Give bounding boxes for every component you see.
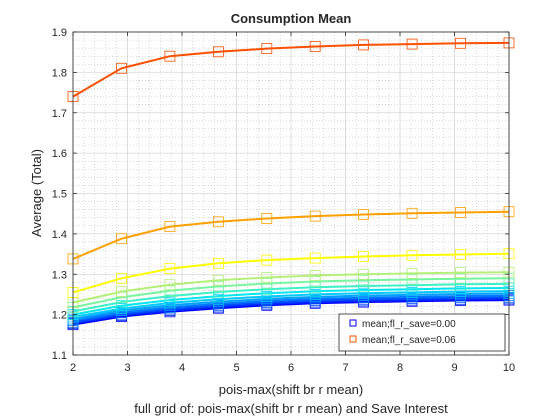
data-point-marker xyxy=(455,37,466,49)
y-axis-label: Average (Total) xyxy=(29,149,44,237)
x-tick-label: 4 xyxy=(179,362,185,374)
series-line-2 xyxy=(72,296,510,324)
data-point-marker xyxy=(212,274,224,286)
x-axis-label: pois-max(shift br r mean) xyxy=(219,382,363,397)
data-point-marker xyxy=(212,46,224,58)
series-line-12 xyxy=(72,41,510,98)
data-point-marker xyxy=(116,62,127,74)
x-tick-label: 9 xyxy=(451,362,457,374)
data-point-marker xyxy=(309,270,321,281)
chart-title: Consumption Mean xyxy=(231,11,352,26)
data-point-marker xyxy=(212,280,224,292)
data-point-marker xyxy=(455,267,466,279)
series-line-3 xyxy=(72,294,510,322)
y-tick-label: 1.4 xyxy=(52,229,67,241)
data-point-marker xyxy=(261,272,273,283)
series-line-10 xyxy=(72,252,510,294)
data-point-marker xyxy=(309,41,321,52)
data-point-marker xyxy=(309,210,321,222)
data-point-marker xyxy=(406,207,418,219)
data-point-marker xyxy=(358,39,370,51)
series-line-4 xyxy=(72,292,510,321)
data-point-marker xyxy=(164,221,176,233)
data-point-marker xyxy=(358,268,370,280)
x-tick-label: 2 xyxy=(70,362,76,374)
tick-layer: 2 3 4 5 6 7 8 9 10 1.1 1.2 1.3 1.4 1.5 1.6 1.7 1.8 1.9 xyxy=(52,27,515,374)
data-point-marker xyxy=(164,279,176,291)
data-point-marker xyxy=(212,257,224,269)
legend-box xyxy=(338,313,506,352)
series-line-7 xyxy=(72,282,510,313)
data-point-marker xyxy=(261,213,273,224)
legend: mean;fl_r_save=0.00 mean;fl_r_save=0.06 xyxy=(338,313,506,352)
series-line-1 xyxy=(72,297,510,325)
data-point-marker xyxy=(455,273,466,285)
y-tick-label: 1.2 xyxy=(52,310,67,322)
y-tick-label: 1.7 xyxy=(52,108,67,120)
data-point-marker xyxy=(261,43,273,54)
data-point-marker xyxy=(455,207,466,218)
data-point-marker xyxy=(406,274,418,285)
y-tick-label: 1.6 xyxy=(52,148,67,160)
y-tick-label: 1.9 xyxy=(52,27,67,39)
y-tick-label: 1.5 xyxy=(52,189,67,201)
data-point-marker xyxy=(164,285,176,297)
x-tick-label: 3 xyxy=(124,362,130,374)
x-tick-label: 6 xyxy=(288,362,294,374)
data-point-marker xyxy=(164,50,176,62)
series-line-9 xyxy=(72,271,510,304)
x-tick-label: 7 xyxy=(342,362,348,374)
data-point-marker xyxy=(406,38,418,50)
x-tick-label: 10 xyxy=(503,362,515,374)
data-point-marker xyxy=(212,216,224,228)
series-line-5 xyxy=(72,290,510,318)
y-tick-label: 1.1 xyxy=(52,350,67,362)
legend-marker-1 xyxy=(349,335,357,343)
data-point-marker xyxy=(116,233,127,245)
legend-marker-0 xyxy=(349,319,357,327)
data-point-marker xyxy=(164,263,176,275)
data-point-marker xyxy=(358,209,370,220)
series-line-0 xyxy=(72,299,510,326)
y-tick-label: 1.8 xyxy=(52,67,67,79)
legend-label-0: mean;fl_r_save=0.00 xyxy=(362,319,456,330)
data-point-marker xyxy=(116,286,127,298)
x-tick-label: 5 xyxy=(233,362,239,374)
data-point-marker xyxy=(309,252,321,264)
series-line-8 xyxy=(72,277,510,309)
data-point-marker xyxy=(358,251,370,262)
series-layer xyxy=(67,37,515,331)
x-axis-sublabel: full grid of: pois-max(shift br r mean) … xyxy=(134,401,448,416)
data-point-marker xyxy=(455,249,466,260)
series-line-11 xyxy=(72,210,510,260)
data-point-marker xyxy=(406,267,418,279)
x-tick-label: 8 xyxy=(397,362,403,374)
series-line-6 xyxy=(72,287,510,316)
y-tick-label: 1.3 xyxy=(52,269,67,281)
data-point-marker xyxy=(261,254,273,266)
data-point-marker xyxy=(116,272,127,284)
data-point-marker xyxy=(406,249,418,261)
legend-label-1: mean;fl_r_save=0.06 xyxy=(362,335,456,346)
